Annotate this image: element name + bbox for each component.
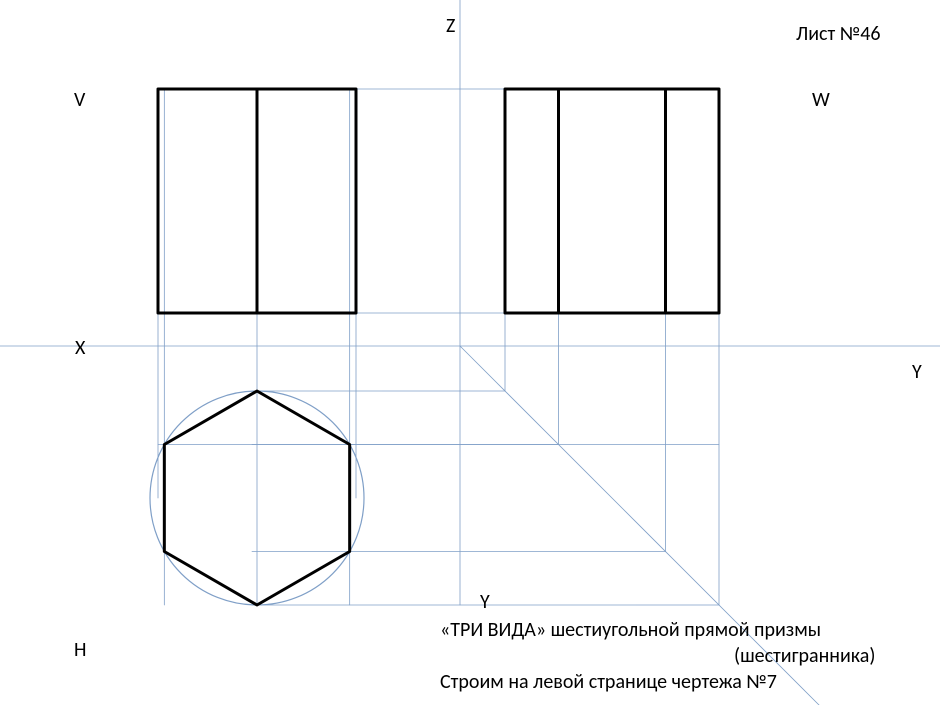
plane-label-v: V (74, 88, 85, 112)
axis-label-y-right: Y (912, 360, 922, 384)
axis-label-x: X (75, 336, 85, 360)
caption-line-2: (шестигранника) (734, 644, 875, 668)
axis-label-z: Z (446, 14, 455, 38)
plane-label-w: W (812, 88, 830, 112)
axis-label-y-bottom: Y (480, 590, 490, 614)
orthographic-projection-diagram (0, 0, 940, 705)
caption-line-3: Строим на левой странице чертежа №7 (440, 670, 777, 694)
plane-label-h: H (74, 638, 86, 662)
sheet-number: Лист №46 (796, 22, 881, 46)
caption-line-1: «ТРИ ВИДА» шестиугольной прямой призмы (440, 618, 821, 642)
